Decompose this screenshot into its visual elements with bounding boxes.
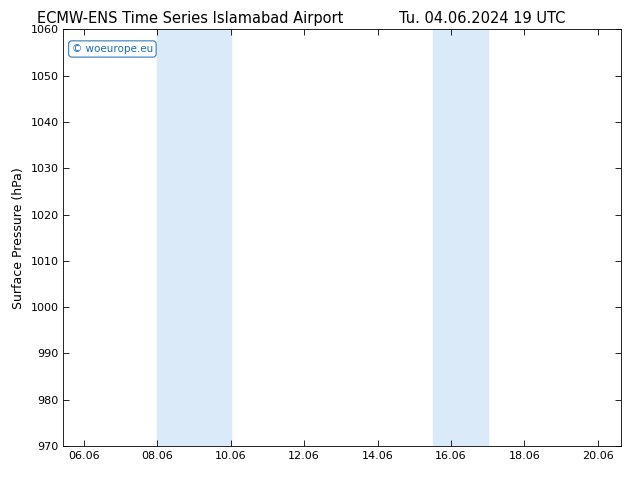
Y-axis label: Surface Pressure (hPa): Surface Pressure (hPa)	[12, 167, 25, 309]
Text: © woeurope.eu: © woeurope.eu	[72, 44, 153, 54]
Bar	[432, 29, 488, 446]
Text: Tu. 04.06.2024 19 UTC: Tu. 04.06.2024 19 UTC	[399, 11, 565, 26]
Bar	[157, 29, 231, 446]
Text: ECMW-ENS Time Series Islamabad Airport: ECMW-ENS Time Series Islamabad Airport	[37, 11, 344, 26]
